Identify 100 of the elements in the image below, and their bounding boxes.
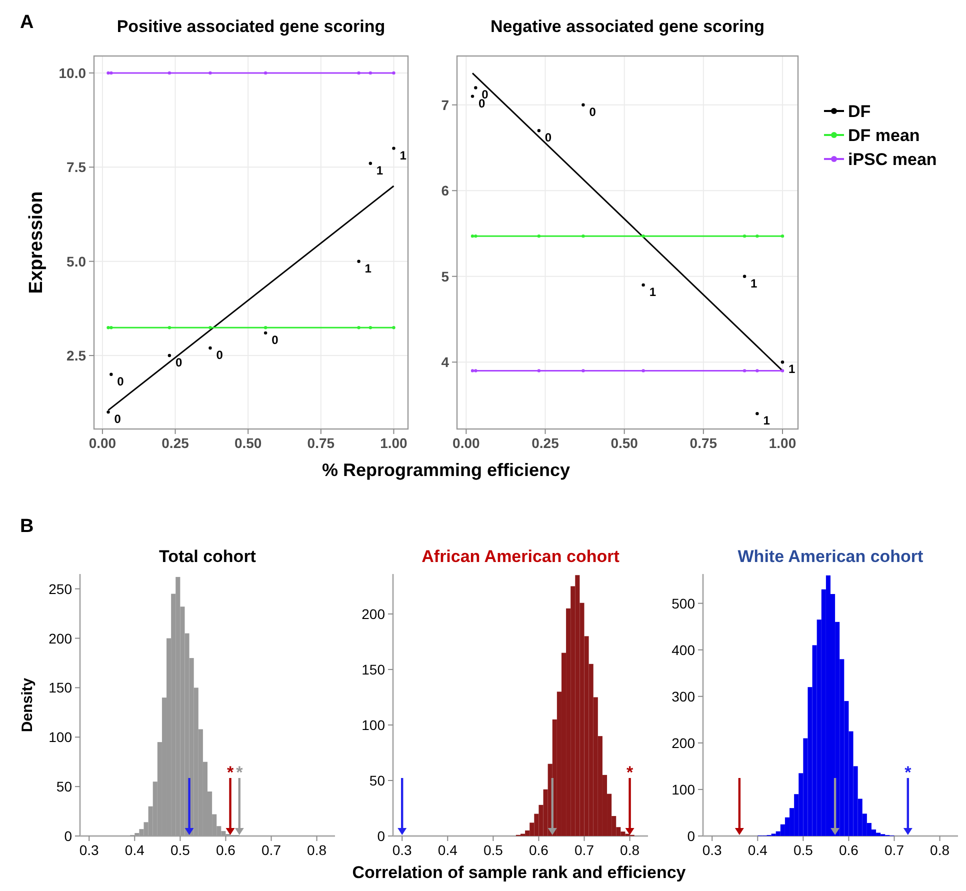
- point: [168, 326, 172, 330]
- y-tick-label: 500: [672, 595, 696, 612]
- y-tick-label: 6: [441, 182, 450, 199]
- point: [264, 326, 268, 330]
- y-tick-label: 150: [48, 680, 72, 696]
- annotation: 0: [544, 130, 552, 145]
- x-tick-label: 0.50: [234, 435, 262, 451]
- x-tick-label: 0.7: [884, 842, 904, 858]
- x-tick-label: 0.75: [307, 435, 335, 451]
- point: [537, 369, 541, 372]
- annotation: 1: [649, 284, 656, 299]
- y-tick-label: 250: [48, 580, 72, 597]
- point: [368, 162, 372, 165]
- annotation: 0: [175, 356, 182, 370]
- x-tick-label: 0.8: [307, 842, 327, 858]
- point: [756, 369, 759, 372]
- x-tick-label: 0.5: [793, 842, 814, 858]
- point: [582, 369, 585, 372]
- point: [780, 234, 784, 238]
- point: [642, 369, 645, 372]
- x-tick-label: 0.4: [438, 842, 458, 858]
- text: A: [20, 12, 34, 33]
- chart-title: Total cohort: [159, 547, 256, 566]
- x-tick-label: 0.8: [620, 842, 640, 858]
- point: [582, 103, 585, 106]
- point: [470, 94, 474, 98]
- y-tick-label: 300: [672, 688, 696, 704]
- annotation: 1: [400, 148, 407, 162]
- y-tick-label: 400: [672, 642, 696, 658]
- point: [474, 86, 478, 90]
- x-tick-label: 0.25: [162, 435, 190, 451]
- point: [392, 71, 396, 75]
- chart-title: African American cohort: [422, 547, 620, 566]
- y-tick-label: 5.0: [66, 253, 86, 270]
- point: [110, 372, 113, 376]
- y-tick-label: 200: [48, 630, 72, 646]
- y-tick-label: 50: [369, 772, 386, 788]
- point: [357, 326, 360, 330]
- point: [168, 71, 172, 75]
- point: [368, 326, 372, 330]
- point: [756, 234, 759, 238]
- x-tick-label: 0.6: [838, 842, 859, 858]
- point: [208, 326, 212, 330]
- annotation: 0: [216, 348, 224, 362]
- y-tick-label: 100: [672, 781, 696, 798]
- point: [392, 146, 396, 150]
- chart-title: White American cohort: [738, 547, 924, 566]
- chart-title: Positive associated gene scoring: [116, 17, 386, 36]
- point: [537, 234, 541, 238]
- y-tick-label: 200: [362, 606, 386, 622]
- ref-line-label: *: [226, 763, 234, 782]
- y-tick-label: 100: [48, 729, 72, 746]
- point: [780, 369, 784, 372]
- x-tick-label: 0.00: [88, 435, 116, 451]
- annotation: 0: [589, 104, 596, 119]
- ref-line-label: *: [236, 763, 244, 782]
- legend-label: DF: [848, 102, 871, 121]
- x-tick-label: 0.4: [124, 842, 145, 858]
- ref-line-label: *: [626, 763, 634, 782]
- x-axis-title: Correlation of sample rank and efficiency: [352, 863, 686, 882]
- x-tick-label: 0.50: [610, 435, 638, 451]
- point: [106, 71, 110, 75]
- annotation: 0: [117, 374, 124, 388]
- x-tick-label: 0.00: [452, 435, 480, 451]
- point: [642, 234, 645, 238]
- x-tick-label: 0.25: [532, 435, 560, 451]
- point: [756, 412, 759, 416]
- y-tick-label: 7.5: [66, 159, 86, 176]
- y-axis-title: Density: [19, 677, 36, 732]
- y-tick-label: 200: [672, 734, 696, 751]
- x-tick-label: 0.7: [262, 842, 282, 858]
- text: B: [20, 516, 34, 537]
- annotation: 1: [750, 276, 758, 290]
- point: [742, 274, 746, 278]
- x-axis-title: % Reprogramming efficiency: [322, 460, 570, 480]
- annotation: 1: [376, 163, 384, 178]
- point: [742, 234, 746, 238]
- x-tick-label: 0.75: [690, 435, 718, 451]
- y-tick-label: 0: [377, 828, 386, 844]
- y-tick-label: 7: [441, 96, 450, 113]
- point: [110, 326, 113, 330]
- y-axis-title: Expression: [26, 191, 47, 294]
- ref-line-label: *: [904, 763, 912, 782]
- annotation: 0: [272, 332, 279, 347]
- chart-title: Negative associated gene scoring: [490, 17, 764, 36]
- x-tick-label: 0.3: [392, 842, 412, 858]
- point: [780, 360, 784, 364]
- point: [106, 326, 110, 330]
- point: [537, 129, 541, 132]
- annotation: 1: [763, 414, 770, 428]
- point: [110, 71, 113, 75]
- point: [106, 410, 110, 414]
- legend-label: iPSC mean: [848, 150, 937, 169]
- x-tick-label: 0.6: [216, 842, 236, 858]
- x-tick-label: 0.6: [528, 842, 549, 858]
- y-tick-label: 5: [441, 268, 450, 284]
- y-tick-label: 4: [441, 354, 450, 370]
- point: [208, 346, 212, 350]
- point: [392, 326, 396, 330]
- point: [168, 354, 172, 358]
